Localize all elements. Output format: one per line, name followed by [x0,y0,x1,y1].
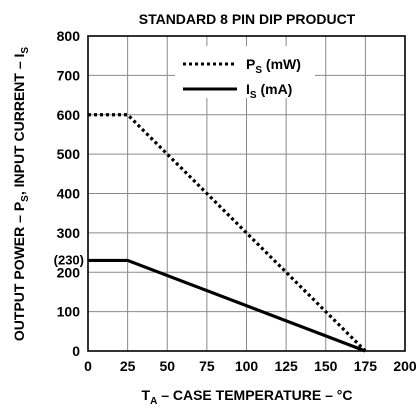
x-tick-label: 25 [120,358,136,374]
series-layer [88,113,367,353]
y-tick-label: 500 [57,146,81,162]
y-tick-label: 0 [72,343,80,359]
y-tick-label: 800 [57,28,81,44]
y-tick-label: 200 [57,264,81,280]
y-tick-label: 600 [57,107,81,123]
x-tick-label: 100 [235,358,259,374]
x-axis-label: TA – CASE TEMPERATURE – °C [142,387,353,407]
series-line-is [88,258,366,353]
x-tick-label: 0 [84,358,92,374]
y-tick-labels: 0 100 200 300 400 500 600 700 800 [57,28,81,359]
legend: PS (mW) IS (mA) [175,46,315,101]
plot-frame [87,35,406,352]
legend-label-is: IS (mA) [246,81,292,101]
x-tick-label: 125 [274,358,298,374]
x-tick-label: 175 [354,358,378,374]
x-tick-label: 50 [159,358,175,374]
y-tick-label: 100 [57,304,81,320]
chart-title: STANDARD 8 PIN DIP PRODUCT [139,11,356,27]
x-tick-labels: 0 25 50 75 100 125 150 175 200 [84,358,417,374]
y-tick-label: 400 [57,186,81,202]
y-axis-label: OUTPUT POWER – PS, INPUT CURRENT – IS [11,47,31,341]
series-line-ps [88,113,367,353]
x-tick-label: 200 [393,358,417,374]
x-tick-label: 75 [199,358,215,374]
annotation-label: (230) [54,252,84,267]
x-tick-label: 150 [314,358,338,374]
legend-label-ps: PS (mW) [246,56,301,76]
y-tick-label: 700 [57,67,81,83]
y-tick-label: 300 [57,225,81,241]
